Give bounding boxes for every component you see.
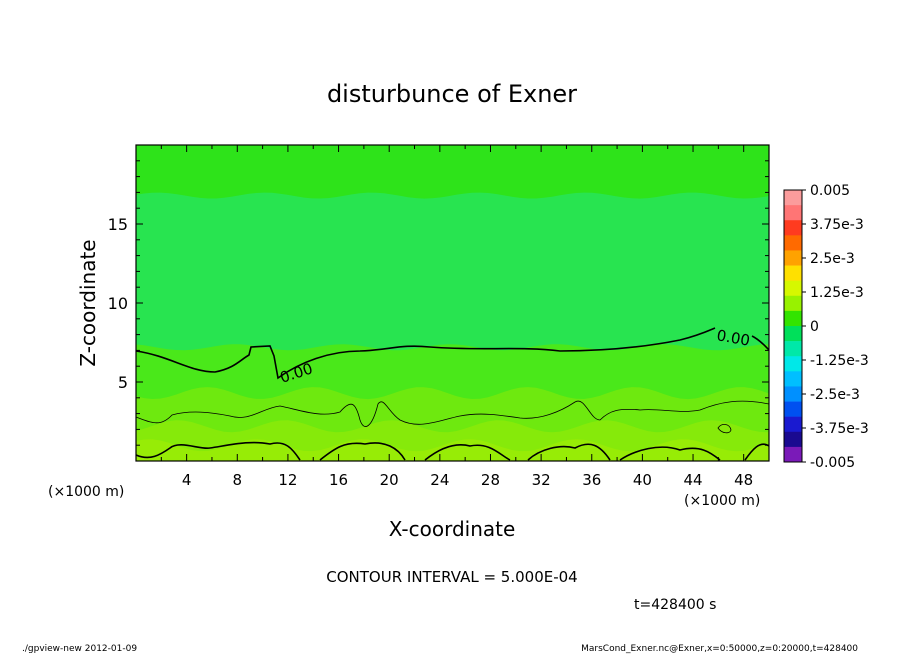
colorbar-label: -3.75e-3 [810, 421, 869, 437]
contour-label-right: 0.00 [715, 326, 751, 350]
y-tick-label: 15 [108, 215, 128, 234]
colorbar [783, 189, 803, 463]
colorbar-level [784, 416, 802, 433]
x-unit-right: (×1000 m) [684, 493, 760, 509]
colorbar-level [784, 326, 802, 342]
colorbar-label: 2.5e-3 [810, 251, 855, 267]
colorbar-level [784, 265, 802, 281]
x-tick-label: 16 [329, 471, 348, 489]
chart-title: disturbunce of Exner [327, 80, 577, 108]
x-axis-ticks: 4 8 12 16 20 24 28 32 36 40 44 48 [160, 145, 753, 489]
x-tick-label: 28 [481, 471, 500, 489]
zero-contour-lower [135, 441, 770, 461]
x-tick-label: 12 [278, 471, 297, 489]
colorbar-label: -2.5e-3 [810, 387, 860, 403]
colorbar-level [784, 205, 802, 221]
colorbar-level [784, 250, 802, 266]
x-axis-title: X-coordinate [389, 517, 516, 541]
colorbar-level [784, 401, 802, 417]
colorbar-level [784, 356, 802, 372]
colorbar-level [784, 341, 802, 357]
x-tick-label: 24 [430, 471, 449, 489]
x-tick-label: 48 [734, 471, 753, 489]
colorbar-label: 0 [810, 319, 819, 335]
colorbar-level [784, 371, 802, 387]
x-tick-label: 20 [380, 471, 399, 489]
colorbar-level [784, 431, 802, 448]
contour-interval-text: CONTOUR INTERVAL = 5.000E-04 [326, 568, 577, 586]
zero-contour-upper [135, 327, 770, 380]
colorbar-label: 3.75e-3 [810, 217, 864, 233]
x-tick-label: 44 [683, 471, 702, 489]
x-tick-label: 4 [182, 471, 192, 489]
colorbar-level [784, 235, 802, 251]
x-unit-left: (×1000 m) [48, 484, 124, 500]
colorbar-label: 0.005 [810, 183, 850, 199]
y-tick-label: 10 [108, 294, 128, 313]
small-closed-contour [717, 424, 732, 434]
colorbar-level [784, 190, 802, 206]
colorbar-labels: 0.005 3.75e-3 2.5e-3 1.25e-3 0 -1.25e-3 -2.5e-… [802, 183, 869, 471]
time-text: t=428400 s [634, 597, 716, 613]
x-tick-label: 40 [633, 471, 652, 489]
colorbar-level [784, 446, 802, 463]
x-tick-label: 36 [582, 471, 601, 489]
x-tick-label: 8 [233, 471, 243, 489]
colorbar-level [784, 295, 802, 312]
filled-contour-bands [136, 145, 769, 461]
y-axis-title: Z-coordinate [76, 239, 100, 366]
footer-right: MarsCond_Exner.nc@Exner,x=0:50000,z=0:20… [581, 644, 858, 654]
colorbar-label: -1.25e-3 [810, 353, 869, 369]
colorbar-level [784, 386, 802, 402]
colorbar-level [784, 220, 802, 236]
negative-contour-thin [135, 400, 770, 427]
band-5 [136, 439, 769, 461]
colorbar-level [784, 280, 802, 297]
y-axis-ticks: 5 10 15 [108, 160, 769, 446]
y-tick-label: 5 [118, 373, 128, 392]
colorbar-label: -0.005 [810, 455, 855, 471]
colorbar-label: 1.25e-3 [810, 285, 864, 301]
colorbar-level [784, 310, 802, 327]
x-tick-label: 32 [532, 471, 551, 489]
footer-left: ./gpview-new 2012-01-09 [22, 644, 137, 654]
